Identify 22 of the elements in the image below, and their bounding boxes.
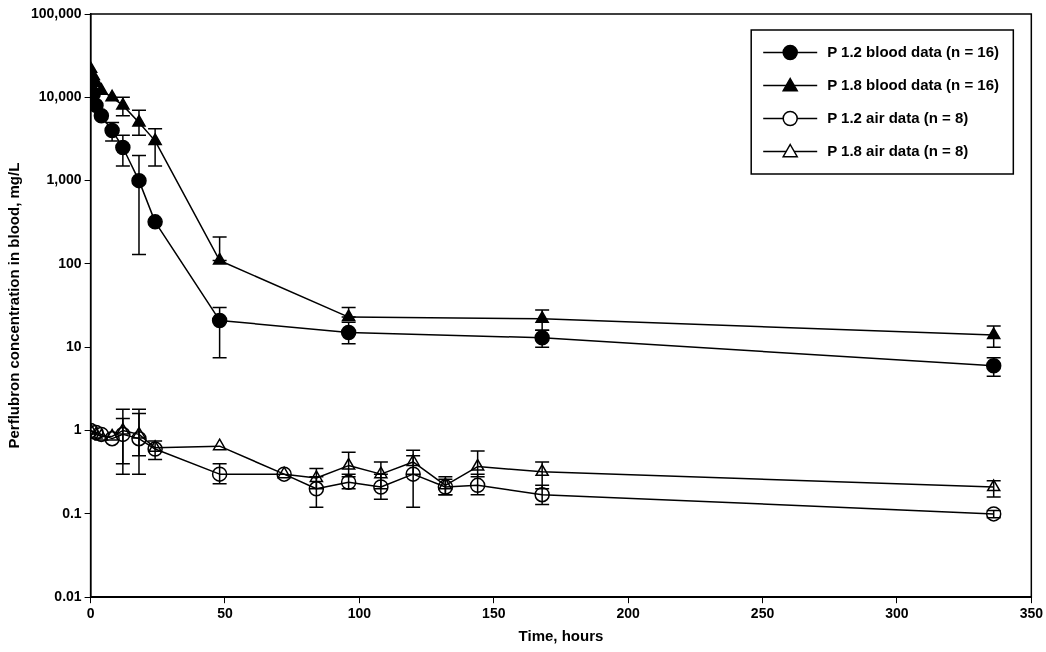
y-tick-label: 10,000 bbox=[38, 88, 82, 105]
x-tick-label: 200 bbox=[616, 605, 641, 622]
x-tick-label: 250 bbox=[750, 605, 775, 622]
legend-label: P 1.2 air data (n = 8) bbox=[827, 108, 969, 126]
y-tick-label: 10 bbox=[66, 338, 82, 355]
legend-label: P 1.2 blood data (n = 16) bbox=[827, 42, 1000, 60]
y-axis-title: Perflubron concentration in blood, mg/L bbox=[5, 162, 23, 449]
x-tick-label: 150 bbox=[482, 605, 506, 622]
y-tick-label: 1,000 bbox=[46, 171, 82, 188]
y-tick-label: 0.1 bbox=[62, 504, 82, 521]
y-tick-label: 100 bbox=[58, 254, 82, 271]
y-tick-label: 100,000 bbox=[31, 4, 82, 21]
y-tick-label: 1 bbox=[73, 421, 82, 438]
y-tick-label: 0.01 bbox=[54, 588, 82, 605]
legend-label: P 1.8 air data (n = 8) bbox=[827, 141, 969, 159]
x-tick-label: 300 bbox=[885, 605, 909, 622]
legend-label: P 1.8 blood data (n = 16) bbox=[827, 75, 1000, 93]
x-tick-label: 100 bbox=[347, 605, 372, 622]
x-tick-label: 350 bbox=[1019, 605, 1044, 622]
x-axis-title: Time, hours bbox=[518, 627, 604, 645]
x-tick-label: 50 bbox=[217, 605, 233, 622]
x-tick-label: 0 bbox=[86, 605, 95, 622]
